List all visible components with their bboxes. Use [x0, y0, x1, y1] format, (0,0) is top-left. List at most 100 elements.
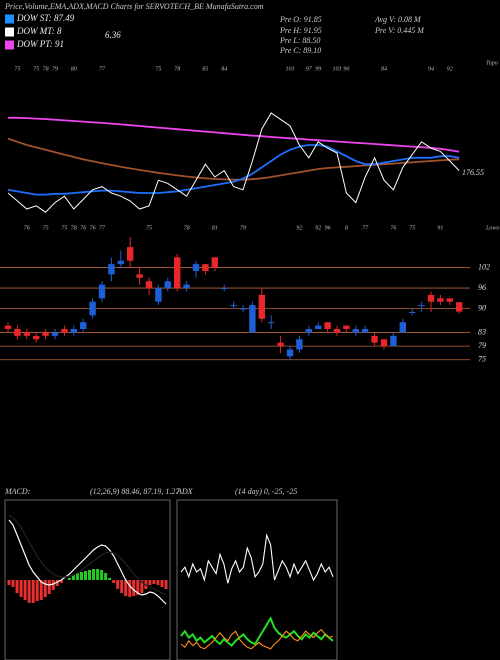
bottom-label: 75	[43, 225, 49, 231]
candle-body	[333, 329, 341, 333]
legend-label: DOW MT: 8	[16, 26, 62, 36]
histogram-bar	[35, 580, 39, 601]
histogram-bar	[156, 580, 160, 585]
legend-swatch	[5, 14, 14, 24]
bottom-label: 91	[437, 225, 443, 231]
top-label: 79	[52, 66, 58, 72]
y-tick-label: 75	[478, 355, 486, 364]
candle-body	[315, 325, 322, 330]
histogram-bar	[27, 580, 31, 603]
candle-body	[155, 288, 162, 302]
bottom-label: 75	[61, 225, 67, 231]
top-label: 85	[202, 66, 208, 72]
histogram-bar	[140, 580, 144, 593]
adx-line	[180, 533, 334, 584]
histogram-bar	[124, 580, 128, 596]
candle-body	[108, 264, 115, 275]
histogram-bar	[160, 580, 164, 587]
candle-body	[239, 308, 247, 310]
ema-line	[8, 116, 460, 153]
stat: Avg V: 0.08 M	[374, 15, 422, 24]
ema-line	[7, 112, 460, 213]
legend-label: DOW PT: 91	[16, 39, 64, 49]
adx-title: ADX	[176, 487, 194, 496]
candle-body	[89, 301, 96, 316]
candle-body	[268, 322, 275, 324]
top-label: 78	[174, 66, 180, 72]
stat: Pre V: 0.445 M	[374, 26, 425, 35]
stat: Pre C: 89.10	[279, 46, 321, 55]
legend-note: 6.36	[105, 30, 121, 40]
candle-body	[249, 305, 256, 333]
candle-body	[296, 339, 303, 350]
bottom-label: 76	[390, 225, 396, 231]
histogram-bar	[31, 580, 35, 603]
candle-body	[4, 325, 12, 330]
macd-subtitle: (12,26,9) 88.46, 87.19, 1.27	[90, 487, 180, 496]
bottom-label: 92	[296, 225, 302, 231]
histogram-bar	[39, 580, 43, 600]
histogram-bar	[108, 578, 112, 580]
candle-body	[221, 288, 228, 290]
ema-line	[7, 137, 460, 181]
histogram-bar	[164, 580, 168, 589]
y-tick-label: 79	[478, 341, 486, 350]
ema-line	[7, 144, 460, 196]
y-tick-label: 96	[478, 283, 486, 292]
bottom-label: 76	[80, 225, 86, 231]
histogram-bar	[71, 575, 75, 580]
page-title: Price,Volume,EMA,ADX,MACD Charts for SER…	[4, 2, 264, 11]
histogram-bar	[67, 578, 71, 580]
histogram-bar	[23, 580, 27, 600]
candle-body	[324, 322, 331, 330]
bottom-label: 96	[325, 225, 331, 231]
top-label: 78	[43, 66, 49, 72]
histogram-bar	[128, 580, 132, 597]
candle-body	[371, 335, 378, 343]
top-label: 84	[221, 65, 227, 72]
candle-body	[70, 329, 77, 333]
bottom-label: 92	[315, 225, 321, 231]
histogram-bar	[120, 580, 124, 593]
histogram-bar	[11, 580, 15, 587]
candle-body	[117, 260, 124, 265]
histogram-bar	[19, 580, 23, 597]
adx-line	[180, 616, 334, 648]
candle-body	[437, 298, 444, 302]
histogram-bar	[75, 573, 79, 580]
candle-body	[211, 257, 218, 268]
stat: Pre O: 91.85	[279, 15, 322, 24]
candle-body	[98, 284, 106, 299]
candle-body	[427, 294, 435, 302]
candle-body	[390, 335, 397, 347]
candle-body	[418, 305, 425, 307]
candle-body	[456, 302, 463, 312]
candle-body	[33, 335, 40, 340]
candle-body	[174, 257, 181, 289]
histogram-bar	[148, 580, 152, 585]
bottom-label: 79	[240, 225, 246, 231]
bottom-label: 76	[90, 225, 96, 231]
stat: Pre L: 88.50	[279, 36, 320, 45]
legend-swatch	[5, 40, 14, 50]
histogram-bar	[88, 570, 92, 580]
macd-line	[8, 514, 167, 596]
top-label: 77	[99, 66, 106, 72]
top-label: 103	[286, 66, 295, 72]
candle-body	[277, 342, 284, 347]
candle-body	[192, 264, 200, 271]
macd-line	[8, 519, 167, 605]
candle-body	[258, 294, 265, 319]
candle-body	[446, 298, 453, 302]
candle-body	[352, 329, 359, 333]
candle-body	[362, 329, 369, 333]
bottom-label: 77	[99, 225, 106, 231]
y-tick-label: 102	[478, 262, 490, 271]
stat: Pre H: 91.95	[279, 26, 322, 35]
histogram-bar	[112, 580, 116, 583]
top-label: 97	[306, 66, 313, 72]
adx-panel	[176, 499, 338, 660]
histogram-bar	[15, 580, 19, 593]
top-label: 75	[155, 66, 161, 72]
